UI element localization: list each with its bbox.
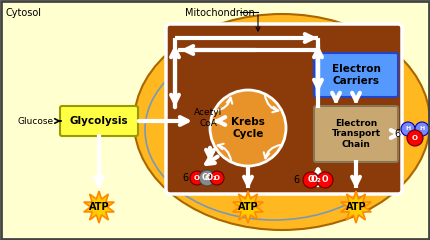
Text: C: C [204,175,209,181]
Circle shape [303,172,319,188]
Circle shape [415,122,429,136]
Text: H: H [405,126,411,132]
Circle shape [199,170,215,186]
Text: 6: 6 [293,175,299,185]
Text: H: H [419,126,424,132]
Circle shape [210,171,224,185]
Polygon shape [84,191,114,223]
Text: O: O [412,135,418,141]
Text: 6: 6 [394,129,400,139]
Text: CO₂: CO₂ [201,174,217,182]
Text: O: O [322,175,328,185]
Text: ATP: ATP [89,202,109,212]
Circle shape [401,122,415,136]
Text: Glycolysis: Glycolysis [70,116,128,126]
Polygon shape [233,191,263,223]
Text: O₂: O₂ [310,175,321,185]
Text: Electron
Transport
Chain: Electron Transport Chain [332,119,381,149]
Text: Electron
Carriers: Electron Carriers [332,64,381,86]
FancyBboxPatch shape [314,53,398,97]
Text: O: O [308,175,314,185]
Text: Glucose: Glucose [18,116,54,126]
Circle shape [407,130,423,146]
Text: 6: 6 [182,173,188,183]
Text: Mitochondrion: Mitochondrion [185,8,255,18]
FancyBboxPatch shape [314,106,398,162]
Text: O: O [214,175,220,181]
Circle shape [210,90,286,166]
FancyBboxPatch shape [60,106,138,136]
Text: Acetyl
CoA: Acetyl CoA [194,108,222,128]
Text: Krebs
Cycle: Krebs Cycle [231,117,265,139]
Text: O: O [194,175,200,181]
Circle shape [190,171,204,185]
Text: ATP: ATP [238,202,258,212]
Ellipse shape [134,14,430,230]
FancyBboxPatch shape [166,24,402,194]
Text: Cytosol: Cytosol [5,8,41,18]
Circle shape [317,172,333,188]
Text: ATP: ATP [346,202,366,212]
Polygon shape [341,191,371,223]
